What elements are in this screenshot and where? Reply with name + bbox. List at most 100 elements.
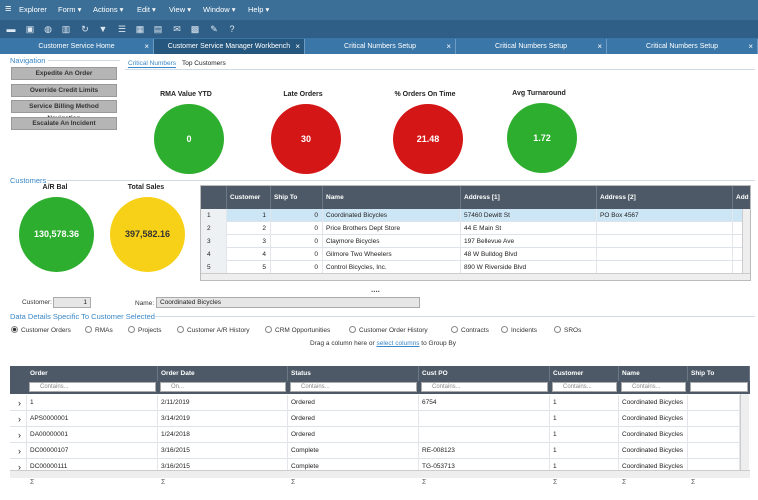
sum-icon[interactable]: Σ: [30, 479, 35, 486]
col-order[interactable]: Order: [27, 366, 158, 381]
escalate-incident-button[interactable]: Escalate An Incident: [11, 117, 117, 130]
sum-icon[interactable]: Σ: [691, 479, 696, 486]
sum-icon[interactable]: Σ: [291, 479, 296, 486]
menu-edit[interactable]: Edit ▾: [137, 5, 156, 14]
orders-horizontal-scrollbar[interactable]: [10, 470, 750, 478]
sum-icon[interactable]: Σ: [622, 479, 627, 486]
col-status[interactable]: Status: [288, 366, 419, 381]
tab-critical-numbers[interactable]: Critical Numbers: [128, 60, 177, 68]
radio-rmas[interactable]: RMAs: [85, 326, 113, 334]
sum-icon[interactable]: Σ: [161, 479, 166, 486]
col-address-3[interactable]: Add: [733, 186, 750, 209]
open-folder-icon[interactable]: ▬: [6, 24, 16, 34]
calendar-icon[interactable]: ▦: [135, 24, 145, 34]
radio-contracts[interactable]: Contracts: [451, 326, 489, 334]
close-icon[interactable]: ×: [446, 42, 451, 51]
radio-projects[interactable]: Projects: [128, 326, 161, 334]
col-address-1[interactable]: Address [1]: [461, 186, 597, 209]
refresh-icon[interactable]: ↻: [81, 24, 89, 34]
filter-status-input[interactable]: Contains...: [290, 382, 417, 392]
save-icon[interactable]: ▣: [25, 24, 35, 34]
table-row[interactable]: › DC00000107 3/16/2015 Complete RE-008123 1 Co…: [10, 443, 740, 459]
col-name[interactable]: Name: [619, 366, 688, 381]
radio-customer-orders[interactable]: Customer Orders: [11, 326, 71, 334]
horizontal-scrollbar[interactable]: [201, 273, 750, 280]
filter-order-input[interactable]: Contains...: [29, 382, 156, 392]
close-icon[interactable]: ×: [295, 42, 300, 51]
name-field[interactable]: Coordinated Bicycles: [156, 297, 420, 308]
menu-help[interactable]: Help ▾: [248, 5, 270, 14]
tab-critical-numbers-setup-3[interactable]: Critical Numbers Setup ×: [607, 39, 758, 54]
ar-bal-circle[interactable]: 130,578.36: [19, 197, 94, 272]
filter-customer-input[interactable]: Contains...: [552, 382, 617, 392]
app-title[interactable]: Explorer: [19, 5, 47, 14]
col-customer[interactable]: Customer: [227, 186, 271, 209]
filter-order-date-input[interactable]: On...: [160, 382, 286, 392]
kpi-on-time-circle[interactable]: 21.48: [393, 104, 463, 174]
table-row[interactable]: 4 4 0 Gilmore Two Wheelers 48 W Bulldog Blvd: [201, 248, 742, 261]
globe-icon[interactable]: ◍: [44, 24, 52, 34]
table-row[interactable]: › APS0000001 3/14/2019 Ordered 1 Coordinated …: [10, 411, 740, 427]
filter-cust-po-input[interactable]: Contains...: [421, 382, 548, 392]
table-row[interactable]: 2 2 0 Price Brothers Dept Store 44 E Main St: [201, 222, 742, 235]
service-billing-method-button[interactable]: Service Billing Method Navigation: [11, 100, 117, 122]
col-ship-to[interactable]: Ship To: [271, 186, 323, 209]
customer-field[interactable]: 1: [53, 297, 91, 308]
hamburger-icon[interactable]: ≡: [5, 3, 12, 15]
table-row[interactable]: 3 3 0 Claymore Bicycles 197 Bellevue Ave: [201, 235, 742, 248]
col-cust-po[interactable]: Cust PO: [419, 366, 550, 381]
expand-row-icon[interactable]: ›: [10, 427, 27, 443]
expand-row-icon[interactable]: ›: [10, 395, 27, 411]
table-row[interactable]: › DA00000001 1/24/2018 Ordered 1 Coordinated …: [10, 427, 740, 443]
radio-order-history[interactable]: Customer Order History: [349, 326, 428, 334]
menu-form[interactable]: Form ▾: [58, 5, 82, 14]
expand-row-icon[interactable]: ›: [10, 443, 27, 459]
document-icon[interactable]: ▤: [153, 24, 163, 34]
col-address-2[interactable]: Address [2]: [597, 186, 733, 209]
tab-workbench[interactable]: Customer Service Manager Workbench ×: [154, 39, 305, 54]
expand-row-icon[interactable]: ›: [10, 411, 27, 427]
sum-icon[interactable]: Σ: [422, 479, 427, 486]
filter-name-input[interactable]: Contains...: [621, 382, 686, 392]
close-icon[interactable]: ×: [597, 42, 602, 51]
kpi-turnaround-circle[interactable]: 1.72: [507, 103, 577, 173]
tab-top-customers[interactable]: Top Customers: [182, 60, 226, 67]
menu-view[interactable]: View ▾: [169, 5, 191, 14]
radio-ar-history[interactable]: Customer A/R History: [177, 326, 250, 334]
col-ship-to[interactable]: Ship To: [688, 366, 750, 381]
delete-icon[interactable]: ▥: [61, 24, 71, 34]
total-sales-circle[interactable]: 397,582.16: [110, 197, 185, 272]
menu-window[interactable]: Window ▾: [203, 5, 236, 14]
col-name[interactable]: Name: [323, 186, 461, 209]
tools-icon[interactable]: ✎: [210, 24, 218, 34]
sum-icon[interactable]: Σ: [553, 479, 558, 486]
mail-icon[interactable]: ✉: [173, 24, 181, 34]
select-columns-link[interactable]: select columns: [376, 340, 420, 347]
tab-customer-service-home[interactable]: Customer Service Home ×: [0, 39, 154, 54]
splitter-handle[interactable]: ....: [371, 285, 380, 294]
radio-crm-opportunities[interactable]: CRM Opportunities: [265, 326, 330, 334]
close-icon[interactable]: ×: [144, 42, 149, 51]
help-icon[interactable]: ?: [229, 24, 235, 34]
override-credit-limits-button[interactable]: Override Credit Limits: [11, 84, 117, 97]
list-icon[interactable]: ☰: [117, 24, 127, 34]
expand-row-icon[interactable]: ›: [10, 459, 27, 475]
kpi-late-orders-circle[interactable]: 30: [271, 104, 341, 174]
radio-sros[interactable]: SROs: [554, 326, 581, 334]
table-row[interactable]: 1 1 0 Coordinated Bicycles 57460 Dewitt St PO…: [201, 209, 742, 222]
expedite-order-button[interactable]: Expedite An Order: [11, 67, 117, 80]
orders-vertical-scrollbar[interactable]: [740, 394, 749, 470]
tab-critical-numbers-setup-1[interactable]: Critical Numbers Setup ×: [305, 39, 456, 54]
filter-ship-to-input[interactable]: [690, 382, 748, 392]
col-order-date[interactable]: Order Date: [158, 366, 288, 381]
filter-icon[interactable]: ▼: [98, 24, 108, 34]
radio-incidents[interactable]: Incidents: [501, 326, 537, 334]
col-customer[interactable]: Customer: [550, 366, 619, 381]
table-row[interactable]: › 1 2/11/2019 Ordered 6754 1 Coordinated Bicyc…: [10, 395, 740, 411]
close-icon[interactable]: ×: [748, 42, 753, 51]
tab-critical-numbers-setup-2[interactable]: Critical Numbers Setup ×: [456, 39, 607, 54]
kpi-rma-circle[interactable]: 0: [154, 104, 224, 174]
print-icon[interactable]: ▩: [190, 24, 200, 34]
vertical-scrollbar[interactable]: [742, 209, 750, 273]
menu-actions[interactable]: Actions ▾: [93, 5, 124, 14]
